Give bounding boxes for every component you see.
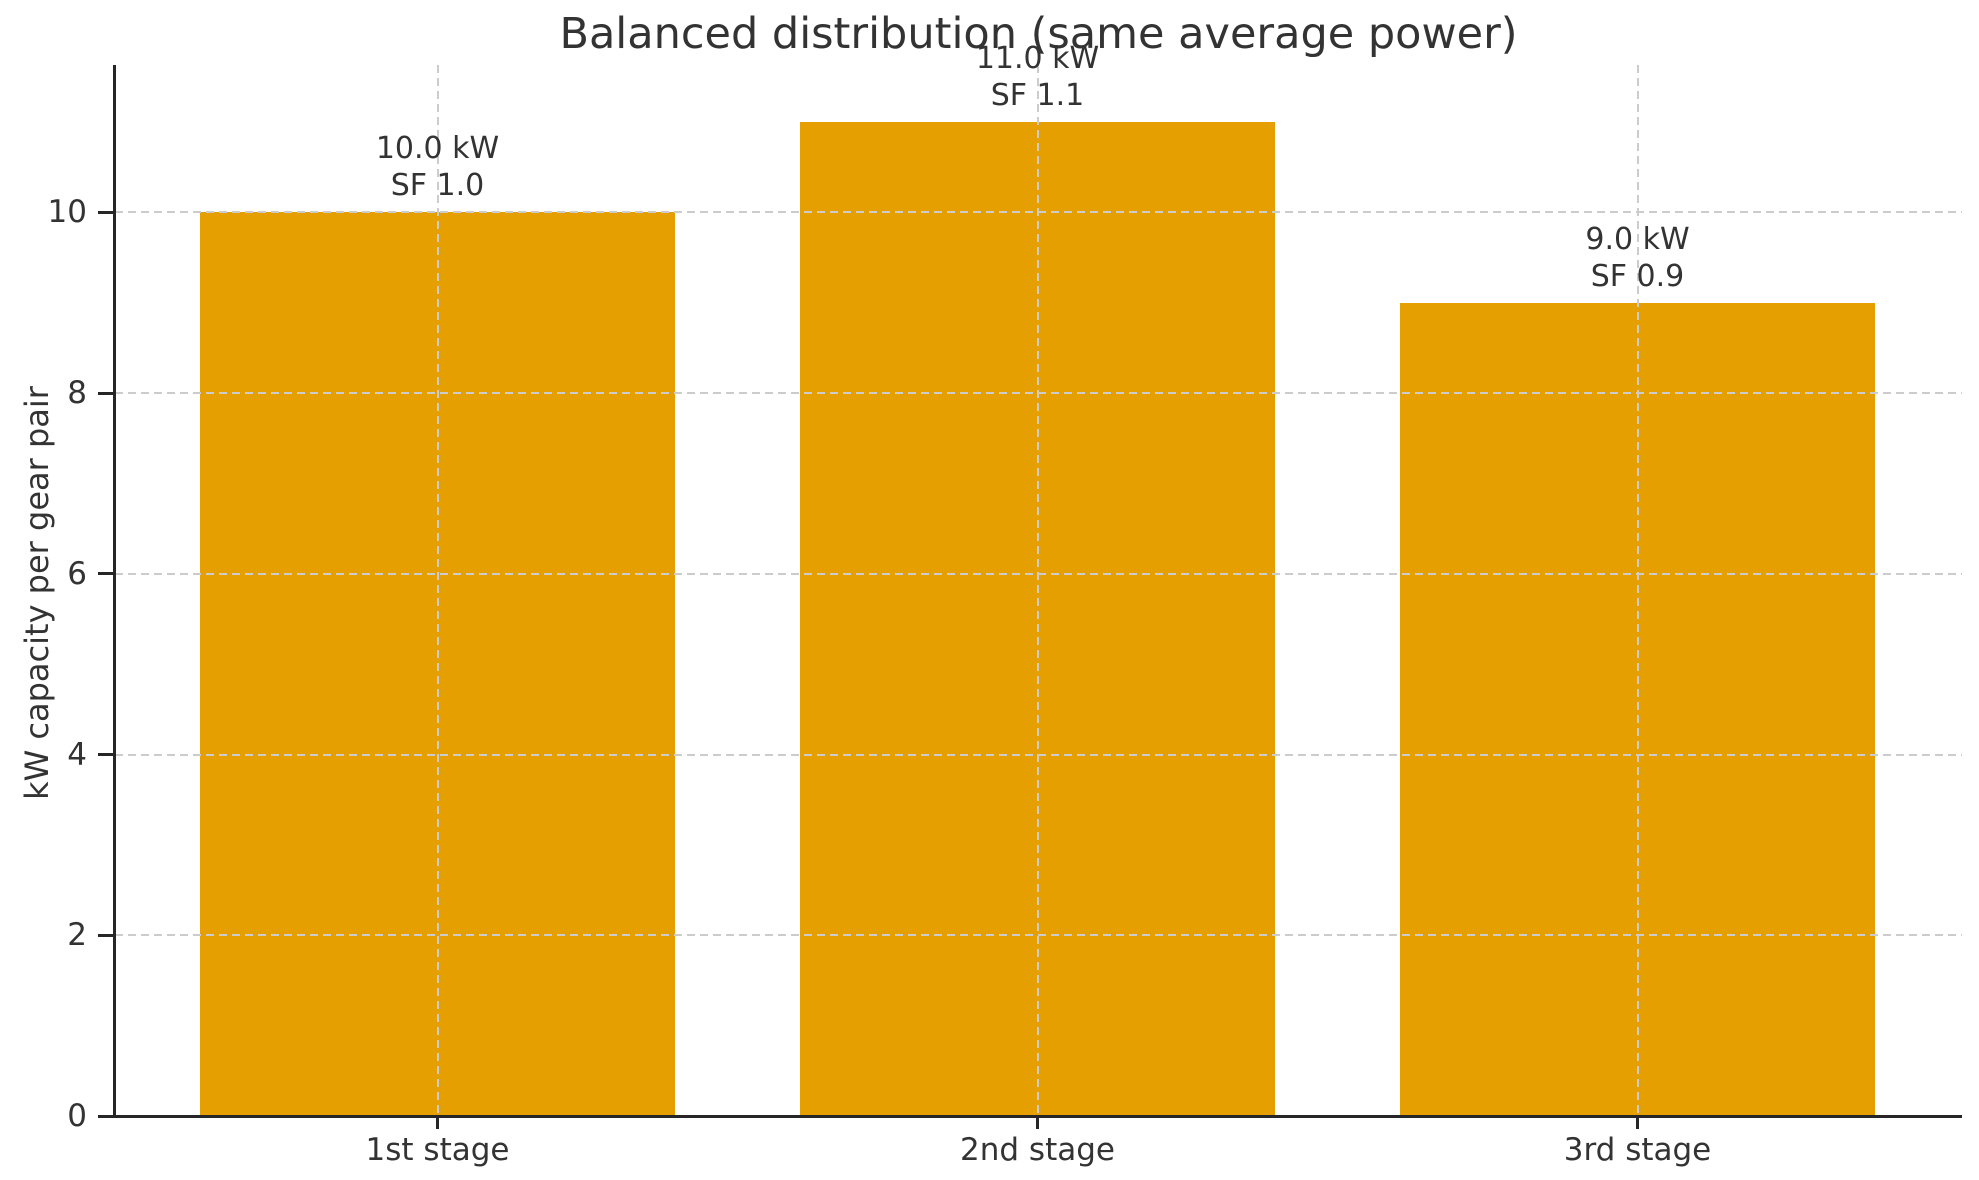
bar-annotation-sf: SF 0.9 [1590, 258, 1685, 294]
bar-annotation-value: 11.0 kW [975, 40, 1100, 76]
y-tick-label: 0 [67, 1098, 87, 1134]
gridline-horizontal [115, 572, 1962, 575]
y-tick-mark [98, 391, 113, 395]
bar-annotation-sf: SF 1.1 [990, 77, 1085, 113]
bar-annotation-value: 10.0 kW [375, 131, 500, 167]
gridline-horizontal [115, 211, 1962, 214]
x-tick-mark [1636, 1118, 1639, 1129]
gridline-horizontal [115, 392, 1962, 395]
bar-annotation: 9.0 kW SF 0.9 [1585, 221, 1689, 295]
y-tick-mark [98, 572, 113, 576]
x-tick-label: 1st stage [365, 1132, 510, 1168]
x-tick-mark [436, 1118, 439, 1129]
gridline-horizontal [115, 934, 1962, 937]
x-axis-spine [113, 1115, 1962, 1118]
y-tick-mark [98, 933, 113, 937]
y-tick-label: 2 [67, 917, 87, 954]
y-tick-label: 4 [67, 736, 87, 773]
y-axis-spine [113, 65, 116, 1118]
y-tick-label: 8 [67, 375, 87, 412]
y-tick-label: 10 [47, 194, 87, 231]
y-tick-mark [98, 210, 113, 214]
gridline-horizontal [115, 753, 1962, 756]
y-tick-mark [98, 753, 113, 757]
gridline-vertical [436, 65, 439, 1116]
chart-title: Balanced distribution (same average powe… [559, 9, 1518, 59]
x-tick-label: 3rd stage [1563, 1132, 1712, 1168]
x-tick-label: 2nd stage [960, 1132, 1115, 1168]
bar-annotation-sf: SF 1.0 [390, 168, 485, 204]
gridline-vertical [1636, 65, 1639, 1116]
plot-area: 0 2 4 6 8 10 10.0 kW SF 1.0 1st stage 11.0 kW SF 1… [48, 41, 1962, 1168]
gridline-vertical [1036, 65, 1039, 1116]
bar-annotation-value: 9.0 kW [1585, 221, 1690, 257]
bar-annotation: 10.0 kW SF 1.0 [376, 130, 499, 204]
bar-annotation: 11.0 kW SF 1.1 [976, 40, 1099, 114]
x-tick-mark [1036, 1118, 1039, 1129]
y-tick-label: 6 [67, 555, 87, 592]
y-tick-mark [98, 1114, 113, 1118]
